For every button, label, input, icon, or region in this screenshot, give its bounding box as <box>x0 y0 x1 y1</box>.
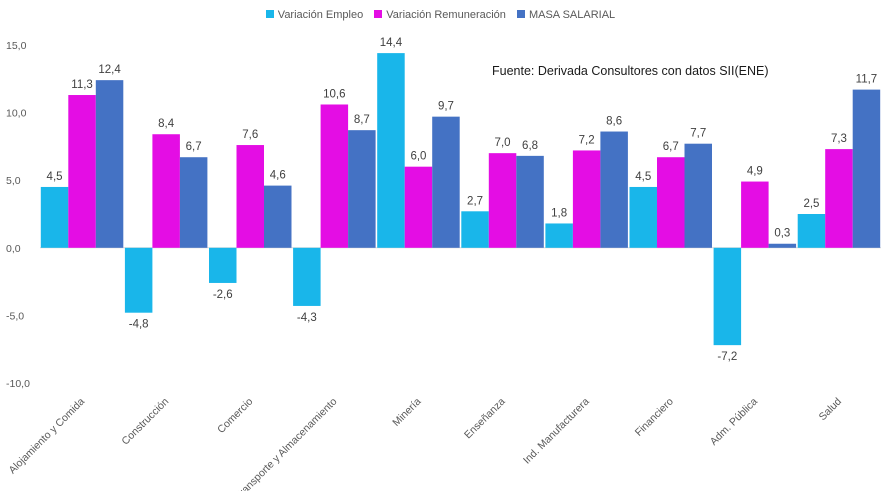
bar <box>516 155 544 248</box>
bar <box>572 150 601 248</box>
data-label: 7,7 <box>690 128 706 140</box>
bar <box>404 166 433 248</box>
data-label: 4,9 <box>747 166 763 178</box>
data-label: 1,8 <box>551 207 567 219</box>
bar <box>825 149 853 248</box>
legend-label-empleo: Variación Empleo <box>277 9 364 21</box>
y-tick-label: 10,0 <box>6 108 27 120</box>
data-label: 6,7 <box>186 141 202 153</box>
bar <box>713 247 742 346</box>
data-label: 2,5 <box>803 198 819 210</box>
bar <box>852 89 881 248</box>
bar <box>657 157 685 248</box>
x-tick-label: Enseñanza <box>462 396 508 442</box>
data-label: -4,3 <box>297 312 317 324</box>
bar <box>768 243 797 248</box>
data-label: 8,4 <box>158 118 175 130</box>
data-label: -7,2 <box>717 351 737 363</box>
data-label: 11,7 <box>856 74 878 86</box>
data-label: 11,3 <box>71 79 93 91</box>
data-label: -2,6 <box>213 289 233 301</box>
data-label: 14,4 <box>380 37 403 49</box>
bar <box>264 185 292 248</box>
legend-item-empleo: Variación Empleo <box>265 9 364 21</box>
data-label: 0,3 <box>774 228 790 240</box>
data-label: -4,8 <box>129 319 149 331</box>
data-label: 8,7 <box>354 114 370 126</box>
y-tick-label: 5,0 <box>6 175 21 187</box>
x-tick-label: Minería <box>390 396 423 429</box>
data-label: 7,2 <box>579 134 595 146</box>
data-label: 9,7 <box>438 101 454 113</box>
data-label: 12,4 <box>98 64 121 76</box>
bar <box>377 53 405 248</box>
legend: Variación Empleo Variación Remuneración … <box>0 9 881 21</box>
bar <box>236 145 264 248</box>
legend-swatch-empleo <box>265 10 274 18</box>
bar <box>432 116 460 248</box>
bar <box>40 186 69 248</box>
x-tick-label: Construcción <box>119 396 171 448</box>
bar <box>348 130 376 248</box>
legend-item-masa-salarial: MASA SALARIAL <box>516 9 616 21</box>
source-annotation: Fuente: Derivada Consultores con datos S… <box>492 64 769 78</box>
bar <box>461 211 489 248</box>
data-label: 4,6 <box>270 170 286 182</box>
data-label: 7,6 <box>242 129 258 141</box>
bar <box>152 134 180 248</box>
bar <box>488 153 517 248</box>
legend-label-remuneracion: Variación Remuneración <box>386 9 506 21</box>
data-label: 4,5 <box>635 171 651 183</box>
bar <box>797 214 826 248</box>
bar <box>179 157 208 248</box>
bar <box>600 131 628 248</box>
y-tick-label: 0,0 <box>6 243 21 255</box>
x-tick-label: Alojamiento y Comida <box>6 396 87 477</box>
data-label: 6,0 <box>410 151 426 163</box>
bar <box>95 80 124 248</box>
data-label: 2,7 <box>467 195 483 207</box>
bar <box>629 186 657 248</box>
bar <box>293 247 321 306</box>
y-tick-label: -5,0 <box>6 310 24 322</box>
data-label: 7,3 <box>831 133 847 145</box>
data-label: 4,5 <box>47 171 63 183</box>
x-tick-label: Ind. Manufacturera <box>521 396 592 467</box>
bar <box>684 143 712 248</box>
bar <box>124 247 153 313</box>
x-tick-label: Adm. Pública <box>708 396 760 448</box>
data-label: 6,8 <box>522 140 538 152</box>
y-tick-label: -10,0 <box>6 378 30 390</box>
legend-swatch-masa-salarial <box>516 10 525 18</box>
bar <box>68 95 96 248</box>
x-tick-label: Financiero <box>633 396 676 439</box>
data-label: 10,6 <box>323 88 345 100</box>
bar <box>741 181 769 248</box>
legend-item-remuneracion: Variación Remuneración <box>374 9 506 21</box>
legend-swatch-remuneracion <box>374 10 383 18</box>
bar <box>545 223 573 248</box>
bar <box>209 247 237 283</box>
bar <box>320 104 349 248</box>
data-label: 8,6 <box>606 116 622 128</box>
x-tick-label: Comercio <box>215 396 255 436</box>
y-tick-label: 15,0 <box>6 40 27 52</box>
data-label: 7,0 <box>495 137 511 149</box>
legend-label-masa-salarial: MASA SALARIAL <box>528 9 616 21</box>
data-label: 6,7 <box>663 141 679 153</box>
x-tick-label: Salud <box>817 396 845 424</box>
